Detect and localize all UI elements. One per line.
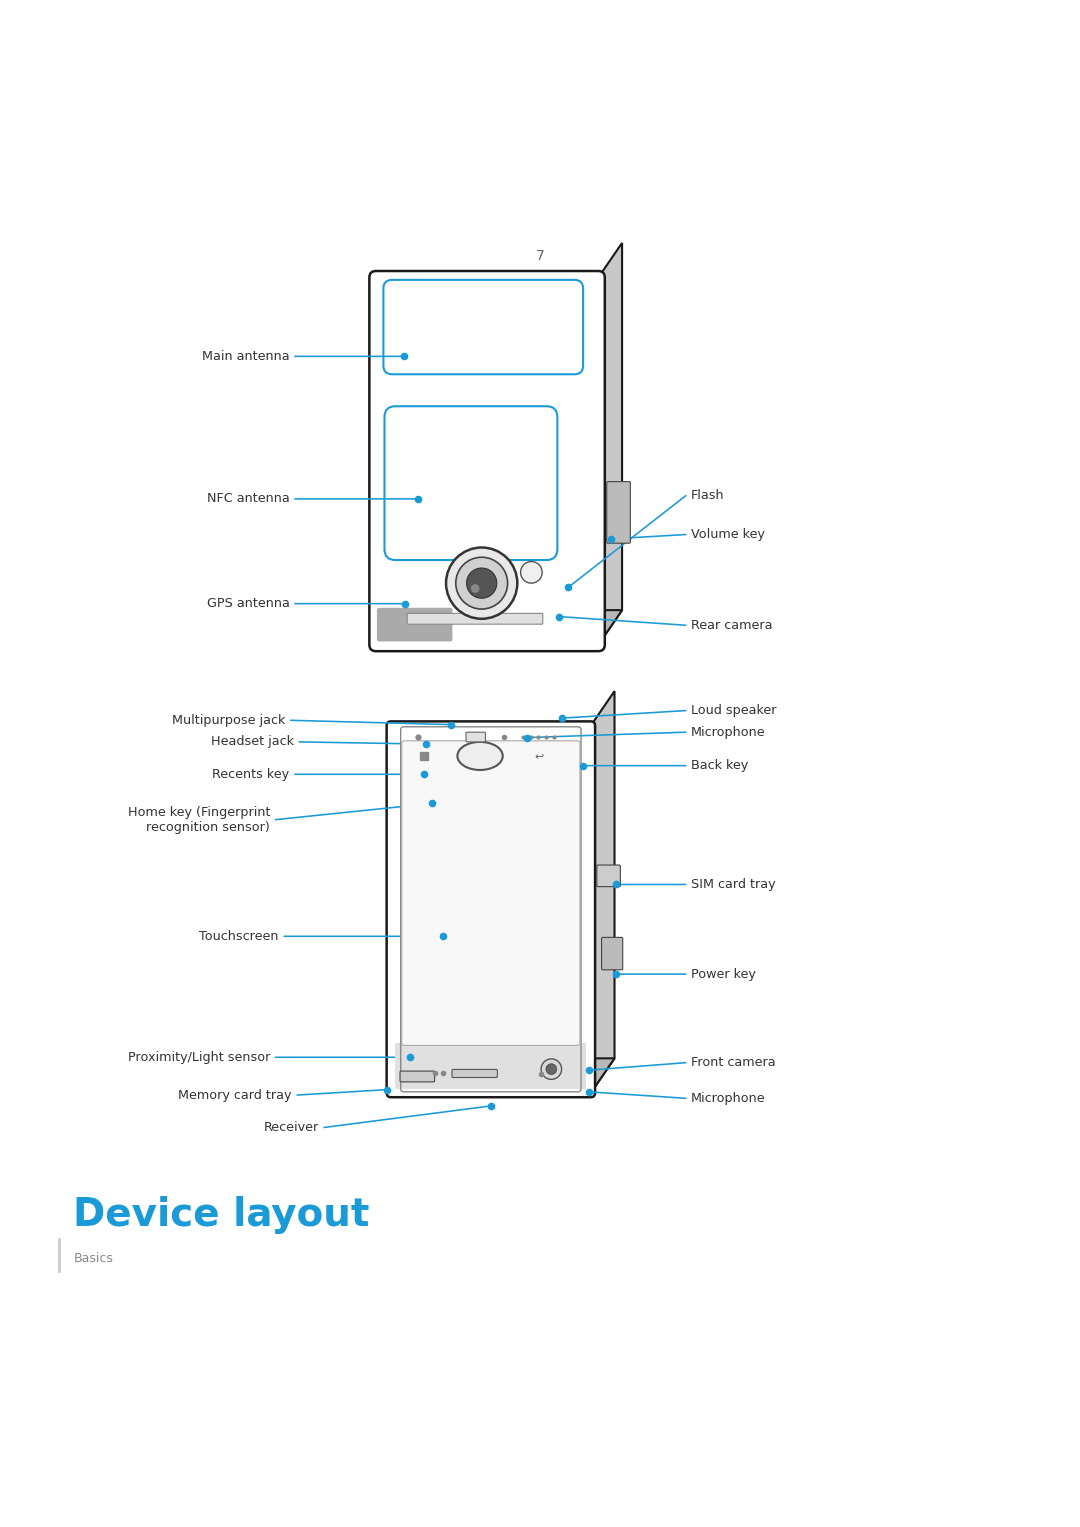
Circle shape: [456, 557, 508, 609]
Text: ↩: ↩: [535, 751, 544, 760]
FancyBboxPatch shape: [467, 731, 486, 742]
Polygon shape: [391, 1058, 615, 1093]
Text: Memory card tray: Memory card tray: [178, 1089, 292, 1101]
Text: Basics: Basics: [73, 1252, 113, 1264]
Text: Loud speaker: Loud speaker: [691, 704, 777, 718]
Text: Device layout: Device layout: [73, 1196, 369, 1234]
FancyBboxPatch shape: [597, 864, 620, 887]
Text: Back key: Back key: [691, 759, 748, 773]
Text: Multipurpose jack: Multipurpose jack: [172, 713, 285, 727]
Text: Receiver: Receiver: [264, 1121, 319, 1135]
Circle shape: [471, 585, 480, 592]
Text: Microphone: Microphone: [691, 1092, 766, 1106]
Text: Microphone: Microphone: [691, 725, 766, 739]
Circle shape: [521, 562, 542, 583]
Ellipse shape: [458, 742, 503, 770]
FancyBboxPatch shape: [602, 938, 623, 970]
Circle shape: [446, 548, 517, 618]
Text: Recents key: Recents key: [213, 768, 289, 780]
Polygon shape: [376, 611, 622, 644]
Text: Main antenna: Main antenna: [202, 350, 289, 363]
FancyBboxPatch shape: [451, 1069, 497, 1078]
Text: 7: 7: [536, 249, 544, 263]
Circle shape: [467, 568, 497, 599]
FancyBboxPatch shape: [369, 270, 605, 651]
Text: Front camera: Front camera: [691, 1057, 775, 1069]
Text: Power key: Power key: [691, 968, 756, 980]
Circle shape: [541, 1058, 562, 1080]
Text: Proximity/Light sensor: Proximity/Light sensor: [127, 1051, 270, 1064]
FancyBboxPatch shape: [607, 481, 631, 544]
Text: NFC antenna: NFC antenna: [206, 492, 289, 505]
Bar: [395, 1043, 586, 1089]
Text: Volume key: Volume key: [691, 528, 765, 541]
FancyBboxPatch shape: [387, 721, 595, 1098]
Text: Touchscreen: Touchscreen: [199, 930, 279, 942]
FancyBboxPatch shape: [377, 608, 453, 641]
Text: Headset jack: Headset jack: [211, 736, 294, 748]
FancyBboxPatch shape: [400, 1070, 434, 1083]
Text: Home key (Fingerprint
recognition sensor): Home key (Fingerprint recognition sensor…: [127, 806, 270, 834]
Text: GPS antenna: GPS antenna: [206, 597, 289, 611]
FancyBboxPatch shape: [402, 741, 580, 1046]
Text: SIM card tray: SIM card tray: [691, 878, 775, 890]
Polygon shape: [598, 243, 622, 644]
FancyBboxPatch shape: [407, 614, 543, 625]
Text: Flash: Flash: [691, 489, 725, 502]
Circle shape: [546, 1064, 557, 1075]
Polygon shape: [591, 692, 615, 1093]
Text: Rear camera: Rear camera: [691, 618, 772, 632]
